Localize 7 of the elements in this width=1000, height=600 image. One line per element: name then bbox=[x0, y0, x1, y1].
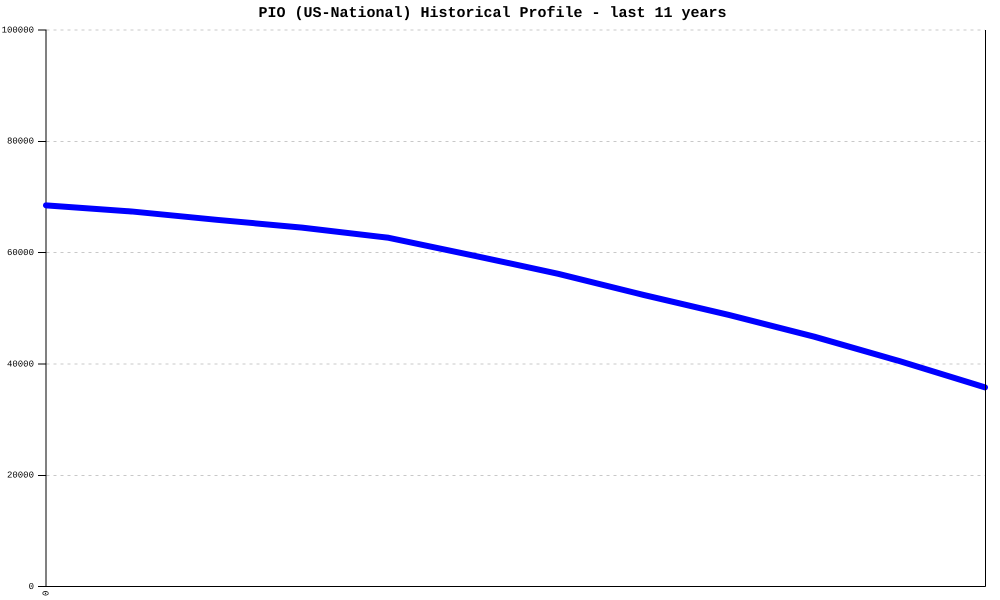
y-tick-label: 80000 bbox=[6, 136, 34, 147]
chart-title: PIO (US-National) Historical Profile - last 11 years bbox=[258, 4, 727, 22]
y-tick-label: 60000 bbox=[6, 248, 34, 258]
y-tick-label: 40000 bbox=[6, 359, 34, 370]
y-tick-label: 0 bbox=[28, 582, 34, 592]
y-tick-label: 20000 bbox=[6, 470, 34, 481]
y-tick-label: 100000 bbox=[2, 25, 34, 36]
